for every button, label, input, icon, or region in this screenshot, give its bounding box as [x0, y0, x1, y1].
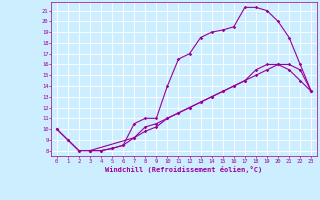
X-axis label: Windchill (Refroidissement éolien,°C): Windchill (Refroidissement éolien,°C) — [105, 166, 263, 173]
